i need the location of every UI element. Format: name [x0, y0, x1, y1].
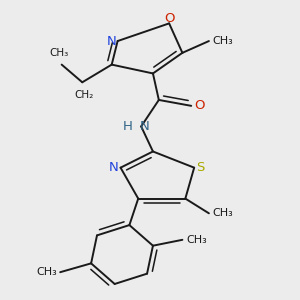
- Text: CH₃: CH₃: [212, 36, 233, 46]
- Text: CH₃: CH₃: [36, 267, 57, 277]
- Text: O: O: [194, 99, 205, 112]
- Text: H: H: [123, 120, 133, 133]
- Text: CH₃: CH₃: [186, 235, 207, 245]
- Text: N: N: [140, 120, 150, 133]
- Text: N: N: [109, 161, 119, 174]
- Text: CH₃: CH₃: [212, 208, 233, 218]
- Text: N: N: [106, 34, 116, 48]
- Text: CH₂: CH₂: [74, 90, 93, 100]
- Text: O: O: [164, 12, 174, 25]
- Text: S: S: [196, 161, 205, 174]
- Text: CH₃: CH₃: [49, 48, 68, 58]
